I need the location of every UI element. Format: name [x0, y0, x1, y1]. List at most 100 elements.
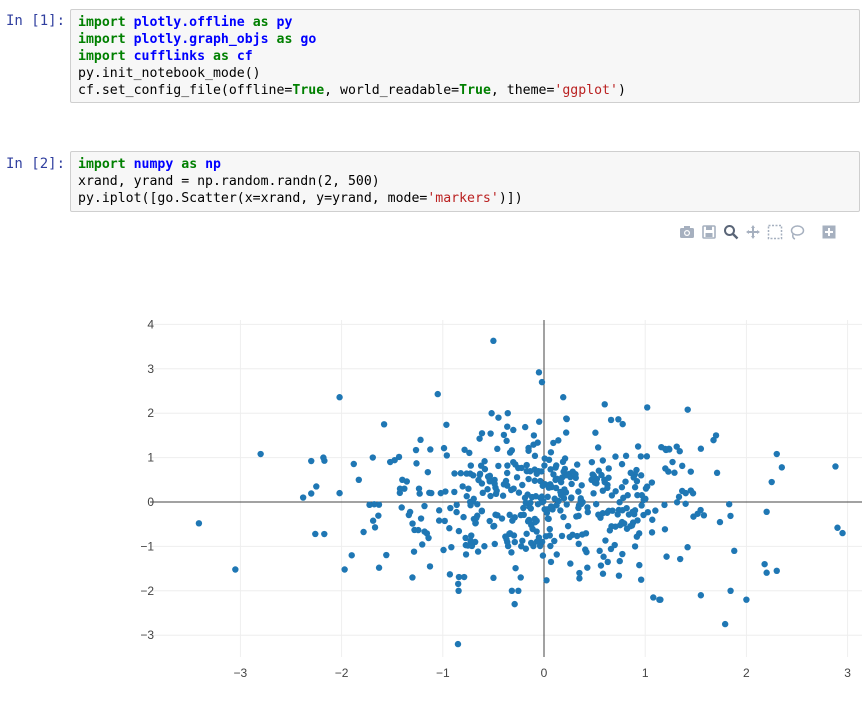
- data-point: [564, 522, 572, 530]
- autoscale-button[interactable]: [820, 223, 838, 241]
- data-point: [602, 537, 609, 544]
- pan-button[interactable]: [744, 223, 762, 241]
- camera-button[interactable]: [678, 223, 696, 241]
- data-point: [592, 429, 599, 436]
- data-point: [412, 446, 420, 454]
- data-point: [612, 488, 619, 495]
- data-point: [778, 464, 786, 471]
- code-token: go: [300, 32, 317, 47]
- plus-icon: [822, 225, 836, 239]
- data-point: [492, 511, 499, 518]
- code-token: [205, 49, 213, 64]
- x-tick-label: 1: [642, 666, 649, 680]
- data-point: [398, 504, 405, 511]
- data-point: [551, 495, 558, 502]
- data-point: [481, 458, 488, 465]
- data-point: [700, 512, 708, 519]
- data-point: [637, 472, 645, 479]
- data-point: [498, 515, 506, 522]
- data-point: [503, 469, 511, 477]
- data-point: [832, 463, 839, 470]
- data-point: [425, 534, 432, 542]
- data-point: [462, 534, 469, 542]
- data-point: [462, 551, 470, 558]
- data-point: [541, 462, 548, 469]
- data-point: [727, 587, 734, 594]
- data-point: [563, 501, 570, 508]
- data-point: [443, 452, 451, 459]
- data-point: [478, 507, 486, 514]
- data-point: [465, 485, 472, 492]
- data-point: [312, 530, 319, 538]
- data-point: [552, 484, 560, 492]
- data-point: [657, 596, 664, 603]
- data-point: [504, 423, 511, 430]
- code-token: 'ggplot': [554, 83, 618, 98]
- scatter-plot[interactable]: −3 −2 −1 0 1 2 3 4 3 2 1 0 −1 −2 −3: [0, 248, 868, 710]
- lasso-button[interactable]: [788, 223, 806, 241]
- box-select-icon: [767, 224, 783, 240]
- data-point: [442, 488, 449, 495]
- data-point: [600, 553, 607, 560]
- data-point: [712, 432, 720, 439]
- y-tick-label: 2: [147, 406, 154, 420]
- save-button[interactable]: [700, 223, 718, 241]
- data-point: [369, 517, 377, 524]
- data-point: [648, 529, 656, 536]
- data-point: [608, 492, 616, 499]
- data-point: [360, 528, 367, 536]
- data-point: [637, 453, 645, 460]
- code-line: import plotly.graph_objs as go: [78, 31, 852, 48]
- y-tick-label: 0: [147, 495, 154, 509]
- data-point: [484, 486, 491, 493]
- data-point: [560, 513, 567, 521]
- data-point: [308, 490, 315, 497]
- data-point: [504, 538, 511, 546]
- data-point: [455, 587, 462, 594]
- data-point: [396, 485, 404, 492]
- data-point: [542, 533, 550, 540]
- data-point: [773, 450, 780, 458]
- data-point: [468, 532, 475, 539]
- data-point: [454, 580, 462, 588]
- data-point: [568, 494, 575, 502]
- data-point: [518, 464, 525, 472]
- code-token: True: [459, 83, 491, 98]
- data-point: [522, 545, 530, 552]
- data-point: [459, 483, 466, 490]
- data-point: [506, 511, 513, 519]
- data-point: [490, 522, 498, 530]
- data-point: [512, 564, 519, 572]
- data-point: [522, 499, 530, 507]
- code-token: [229, 49, 237, 64]
- cell-2-input[interactable]: import numpy as np xrand, yrand = np.rand…: [70, 151, 860, 212]
- data-point: [454, 640, 462, 648]
- data-point: [669, 458, 676, 466]
- data-point: [455, 527, 463, 535]
- data-point: [478, 430, 486, 437]
- data-point: [716, 518, 724, 526]
- box-select-button[interactable]: [766, 223, 784, 241]
- data-point: [533, 528, 540, 535]
- data-point: [604, 558, 611, 566]
- code-token: ): [617, 83, 626, 98]
- data-point: [616, 557, 623, 565]
- data-point: [682, 500, 689, 507]
- data-point: [341, 566, 348, 573]
- data-point: [441, 517, 448, 525]
- data-point: [476, 471, 483, 479]
- data-point: [697, 592, 705, 599]
- data-point: [466, 498, 474, 506]
- data-point: [409, 574, 416, 581]
- code-line: cf.set_config_file(offline=True, world_r…: [78, 82, 852, 99]
- data-point: [539, 552, 547, 559]
- data-point: [504, 462, 511, 469]
- data-point: [558, 532, 566, 540]
- y-tick-label: −1: [140, 539, 154, 553]
- cell-1-input[interactable]: import plotly.offline as py import plotly…: [70, 9, 860, 103]
- y-tick-label: 3: [147, 362, 154, 376]
- data-point: [232, 566, 239, 573]
- data-point: [466, 449, 473, 457]
- zoom-button[interactable]: [722, 223, 740, 241]
- code-token: [126, 15, 134, 30]
